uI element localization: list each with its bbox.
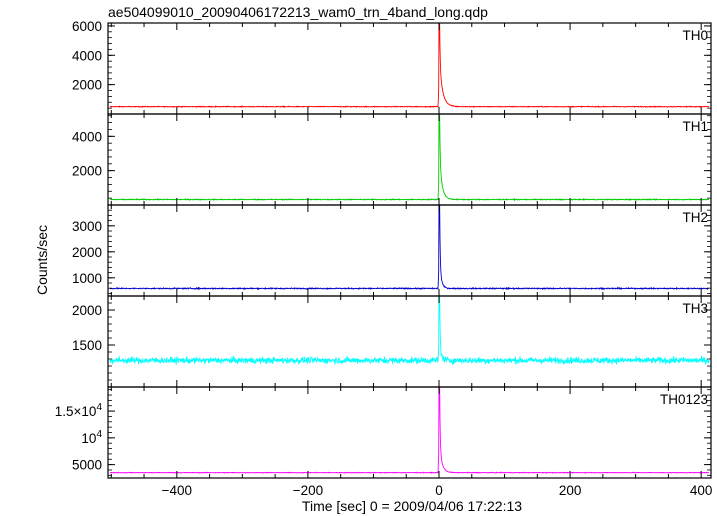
- series-line-th2: [109, 205, 710, 291]
- panel-th1: 2000 4000 TH1: [72, 113, 712, 206]
- panel-label-th3: TH3: [682, 301, 708, 316]
- panel-stack: 2000 4000 6000 TH0 2000 4000 TH1 1000 2000 3000 TH…: [55, 19, 712, 479]
- panel-frame: [107, 113, 712, 206]
- y-tick-label: 2000: [72, 164, 102, 179]
- series-line-th1: [109, 114, 710, 202]
- x-tick-labels: −400 −200 0 200 400: [162, 483, 713, 498]
- y-tick-label: 1000: [72, 271, 102, 286]
- series-line-th0: [109, 23, 710, 109]
- panel-frame: [107, 204, 712, 297]
- panel-label-th2: TH2: [682, 210, 708, 225]
- y-tick-label: 2000: [72, 303, 102, 318]
- panel-th0: 2000 4000 6000 TH0: [72, 19, 712, 115]
- panel-frame: [107, 386, 712, 479]
- y-tick-label: 6000: [72, 19, 102, 34]
- panel-label-th1: TH1: [682, 119, 708, 134]
- x-tick-label: 200: [559, 483, 582, 498]
- panel-frame: [107, 295, 712, 388]
- panel-frame: [107, 22, 712, 115]
- y-tick-label: 5000: [72, 458, 102, 473]
- y-axis-label: Counts/sec: [34, 225, 50, 295]
- series-line-th0123: [109, 387, 710, 475]
- series-line-th3: [109, 296, 710, 366]
- x-axis-label: Time [sec] 0 = 2009/04/06 17:22:13: [302, 498, 522, 514]
- y-tick-label: 4000: [72, 129, 102, 144]
- panel-th0123: 5000 104 1.5×104 TH0123: [55, 386, 712, 479]
- x-tick-label: −200: [293, 483, 323, 498]
- chart-title: ae504099010_20090406172213_wam0_trn_4ban…: [108, 4, 488, 20]
- x-tick-label: −400: [162, 483, 192, 498]
- x-tick-label: 0: [435, 483, 443, 498]
- y-tick-label: 1500: [72, 338, 102, 353]
- y-tick-label: 104: [81, 429, 102, 446]
- panel-label-th0123: TH0123: [660, 392, 708, 407]
- y-tick-label: 2000: [72, 78, 102, 93]
- panel-label-th0: TH0: [682, 28, 708, 43]
- y-tick-label: 1.5×104: [55, 402, 103, 419]
- x-tick-label: 400: [690, 483, 713, 498]
- panel-th3: 1500 2000 TH3: [72, 295, 712, 388]
- y-tick-label: 2000: [72, 245, 102, 260]
- y-tick-label: 3000: [72, 219, 102, 234]
- y-tick-label: 4000: [72, 48, 102, 63]
- panel-th2: 1000 2000 3000 TH2: [72, 204, 712, 297]
